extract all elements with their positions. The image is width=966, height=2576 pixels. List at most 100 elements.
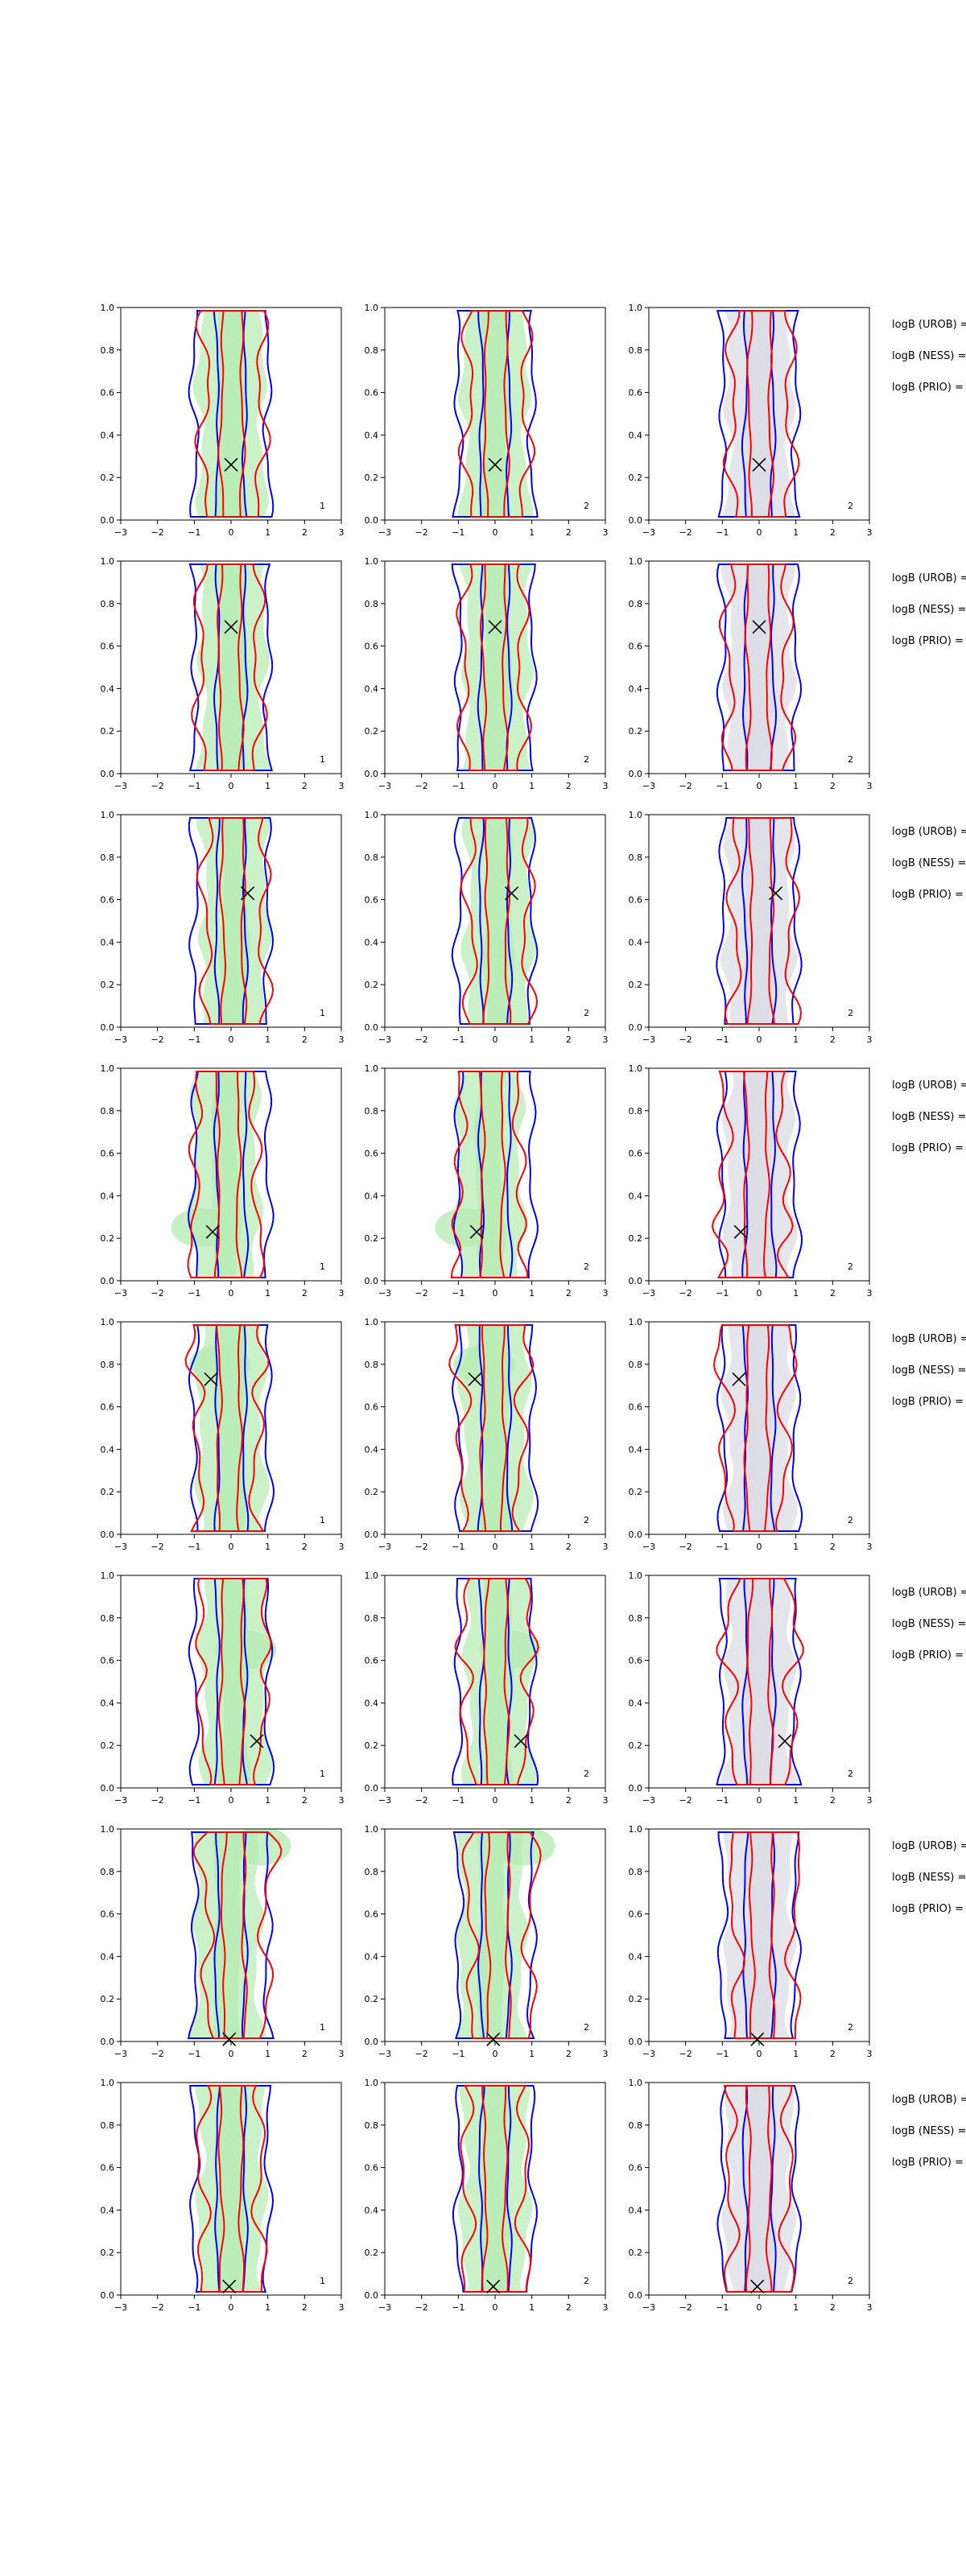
y-tick-label: 0.8 xyxy=(629,1360,643,1370)
red-contour-inner xyxy=(743,1324,772,1532)
logb-label: logB (UROB) = xyxy=(892,826,966,838)
panel-corner-label: 1 xyxy=(320,501,325,511)
y-tick-label: 0.6 xyxy=(101,1656,115,1666)
y-tick-label: 0.2 xyxy=(101,1233,115,1244)
red-contour-inner xyxy=(746,1578,774,1785)
y-tick-label: 1.0 xyxy=(629,1824,643,1835)
x-tick-label: −1 xyxy=(716,527,729,538)
plot-area xyxy=(435,1071,539,1278)
logb-label: logB (NESS) = xyxy=(892,1618,966,1630)
x-tick-label: −3 xyxy=(378,781,391,791)
x-tick-label: 3 xyxy=(603,781,609,791)
logb-label: logB (UROB) = xyxy=(892,2094,966,2106)
x-tick-label: −2 xyxy=(151,1288,164,1298)
filled-contour-inner xyxy=(744,2086,775,2292)
y-tick-label: 0.8 xyxy=(629,1613,643,1624)
panel-r7-c1: −3 −2 −1 0 1 2 3 0.0 0.2 0.4 0.6 0.8 1.0 1 xyxy=(101,1824,345,2059)
filled-contour-inner xyxy=(482,1579,515,1785)
x-tick-label: 1 xyxy=(529,1542,535,1552)
logb-label: logB (PRIO) = xyxy=(892,889,964,901)
filled-contour-blob xyxy=(479,1630,541,1670)
x-tick-label: −1 xyxy=(716,2302,729,2313)
y-tick-label: 0.2 xyxy=(629,1487,643,1497)
y-tick-label: 0.8 xyxy=(101,1360,115,1370)
red-contour-outer xyxy=(719,564,797,771)
panel-r2-c1: −3 −2 −1 0 1 2 3 0.0 0.2 0.4 0.6 0.8 1.0 1 xyxy=(101,556,345,791)
logb-label: logB (UROB) = xyxy=(892,1587,966,1599)
y-tick-label: 0.8 xyxy=(101,1106,115,1117)
y-tick-label: 1.0 xyxy=(101,556,115,567)
x-tick-label: 0 xyxy=(757,2302,762,2313)
plot-area xyxy=(712,1324,803,1532)
logb-label: logB (UROB) = xyxy=(892,319,966,331)
panel-corner-label: 1 xyxy=(320,1261,325,1272)
x-tick-label: −2 xyxy=(679,781,692,791)
red-contour-outer xyxy=(723,2085,795,2293)
x-tick-label: 0 xyxy=(229,2302,234,2313)
y-tick-label: 0.2 xyxy=(365,1487,379,1497)
panel-corner-label: 2 xyxy=(848,1261,853,1272)
x-tick-label: −3 xyxy=(378,1795,391,1806)
blue-contour-outer xyxy=(716,817,803,1025)
x-tick-label: 0 xyxy=(493,1288,498,1298)
x-tick-label: 3 xyxy=(603,2049,609,2059)
x-tick-label: 0 xyxy=(493,1795,498,1806)
panel-r3-c3: −3 −2 −1 0 1 2 3 0.0 0.2 0.4 0.6 0.8 1.0 2 xyxy=(629,810,873,1045)
x-tick-label: 1 xyxy=(793,1542,799,1552)
x-tick-label: −2 xyxy=(679,527,692,538)
plot-area xyxy=(188,564,274,771)
true-value-marker xyxy=(488,457,502,472)
x-tick-label: 1 xyxy=(265,2049,270,2059)
x-tick-label: 1 xyxy=(793,781,799,791)
x-tick-label: 1 xyxy=(793,1288,799,1298)
y-tick-label: 0.8 xyxy=(365,599,379,609)
red-contour-inner xyxy=(213,1071,243,1278)
x-tick-label: 0 xyxy=(229,2049,234,2059)
y-tick-label: 0.8 xyxy=(365,1360,379,1370)
x-tick-label: −1 xyxy=(188,781,200,791)
x-tick-label: 3 xyxy=(339,2049,345,2059)
panel-r3-c2: −3 −2 −1 0 1 2 3 0.0 0.2 0.4 0.6 0.8 1.0 2 xyxy=(365,810,609,1045)
y-tick-label: 0.0 xyxy=(365,1783,379,1794)
x-tick-label: 3 xyxy=(867,2049,873,2059)
plot-area xyxy=(184,1324,275,1532)
plot-area xyxy=(188,310,275,518)
y-tick-label: 1.0 xyxy=(101,1317,115,1327)
x-tick-label: 2 xyxy=(302,1542,308,1552)
x-tick-label: 0 xyxy=(229,1542,234,1552)
y-tick-label: 0.2 xyxy=(365,473,379,483)
panel-r1-c3: −3 −2 −1 0 1 2 3 0.0 0.2 0.4 0.6 0.8 1.0 2 xyxy=(629,303,873,538)
x-tick-label: −2 xyxy=(151,1034,164,1045)
y-tick-label: 1.0 xyxy=(629,1317,643,1327)
red-contour-outer xyxy=(723,310,800,518)
true-value-marker xyxy=(486,2279,501,2294)
y-tick-label: 0.8 xyxy=(101,599,115,609)
x-tick-label: −3 xyxy=(642,1795,655,1806)
x-tick-label: −3 xyxy=(114,1795,127,1806)
plot-area xyxy=(452,2085,539,2293)
x-tick-label: 1 xyxy=(529,1795,535,1806)
x-tick-label: 3 xyxy=(339,527,345,538)
y-tick-label: 0.4 xyxy=(365,1444,379,1455)
x-tick-label: −1 xyxy=(716,1034,729,1045)
y-tick-label: 0.6 xyxy=(365,2163,379,2174)
y-tick-label: 0.8 xyxy=(629,599,643,609)
y-tick-label: 0.4 xyxy=(629,430,643,440)
x-tick-label: −3 xyxy=(114,2302,127,2313)
y-tick-label: 0.4 xyxy=(365,1191,379,1201)
y-tick-label: 1.0 xyxy=(101,2078,115,2088)
x-tick-label: −3 xyxy=(114,1034,127,1045)
red-contour-inner xyxy=(479,564,509,771)
plot-area xyxy=(716,310,802,518)
panel-corner-label: 1 xyxy=(320,2276,325,2286)
y-tick-label: 0.0 xyxy=(365,1276,379,1286)
x-tick-label: 3 xyxy=(603,1795,609,1806)
y-tick-label: 0.0 xyxy=(101,1022,115,1033)
y-tick-label: 0.6 xyxy=(629,1149,643,1159)
blue-contour-outer xyxy=(188,817,274,1025)
x-tick-label: 2 xyxy=(830,1288,836,1298)
true-value-marker xyxy=(250,1734,264,1748)
plot-area xyxy=(716,1578,804,1785)
panel-r8-c2: −3 −2 −1 0 1 2 3 0.0 0.2 0.4 0.6 0.8 1.0 2 xyxy=(365,2078,609,2313)
